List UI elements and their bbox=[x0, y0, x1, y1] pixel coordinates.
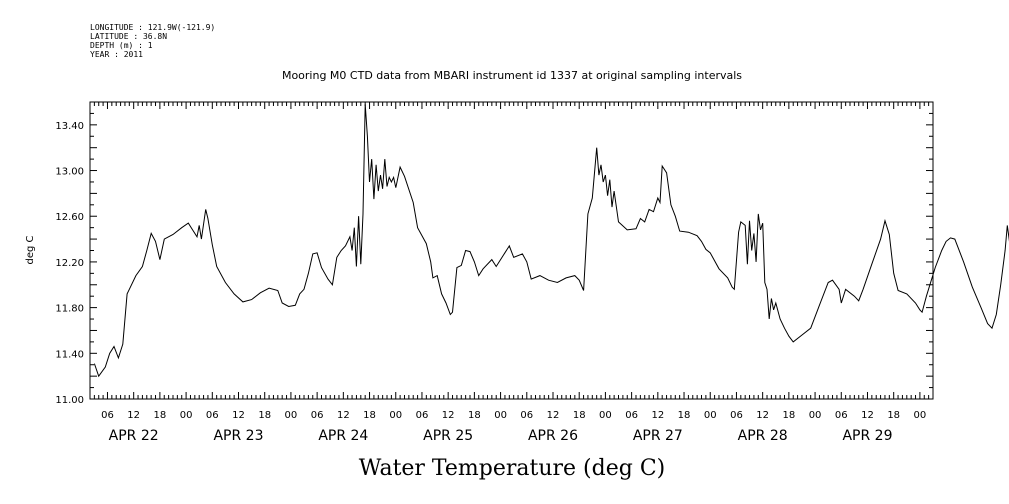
hour-tick-label: 06 bbox=[730, 410, 743, 421]
x-axis-label: Water Temperature (deg C) bbox=[359, 456, 666, 481]
hour-tick-label: 06 bbox=[625, 410, 638, 421]
temperature-line bbox=[93, 104, 1009, 378]
date-label: APR 28 bbox=[738, 428, 788, 444]
longitude-label: LONGITUDE : 121.9W(-121.9) bbox=[90, 23, 215, 32]
y-tick-label: 11.80 bbox=[55, 304, 84, 315]
hour-tick-label: 12 bbox=[442, 410, 455, 421]
hour-tick-label: 00 bbox=[285, 410, 298, 421]
hour-tick-label: 06 bbox=[101, 410, 114, 421]
hour-tick-label: 00 bbox=[914, 410, 927, 421]
date-label: APR 23 bbox=[213, 428, 263, 444]
hour-tick-label: 12 bbox=[861, 410, 874, 421]
hour-tick-label: 06 bbox=[520, 410, 533, 421]
hour-tick-label: 00 bbox=[704, 410, 717, 421]
y-axis-label: deg C bbox=[25, 235, 36, 264]
hour-tick-label: 18 bbox=[573, 410, 586, 421]
hour-tick-label: 00 bbox=[180, 410, 193, 421]
hour-tick-label: 00 bbox=[389, 410, 402, 421]
hour-tick-label: 12 bbox=[127, 410, 140, 421]
date-label: APR 27 bbox=[633, 428, 683, 444]
y-tick-label: 13.00 bbox=[55, 167, 84, 178]
date-label: APR 22 bbox=[109, 428, 159, 444]
date-label: APR 26 bbox=[528, 428, 578, 444]
hour-tick-label: 18 bbox=[468, 410, 481, 421]
y-tick-label: 11.40 bbox=[55, 349, 84, 360]
hour-tick-label: 12 bbox=[337, 410, 350, 421]
y-tick-label: 11.00 bbox=[55, 395, 84, 406]
hour-tick-label: 18 bbox=[363, 410, 376, 421]
chart-title: Mooring M0 CTD data from MBARI instrumen… bbox=[282, 69, 742, 82]
date-label: APR 25 bbox=[423, 428, 473, 444]
axis-ticks bbox=[89, 101, 934, 400]
date-labels: APR 22 APR 23 APR 24 APR 25 APR 26 APR 27 APR … bbox=[109, 428, 893, 444]
hour-tick-label: 12 bbox=[651, 410, 664, 421]
x-tick-labels: 06 12 18 00 06 12 18 00 06 12 18 00 06 12 18 00 06 12 18 00… bbox=[101, 410, 926, 421]
year-label: YEAR : 2011 bbox=[90, 50, 143, 59]
hour-tick-label: 18 bbox=[258, 410, 271, 421]
hour-tick-label: 00 bbox=[599, 410, 612, 421]
hour-tick-label: 00 bbox=[494, 410, 507, 421]
depth-label: DEPTH (m) : 1 bbox=[90, 41, 153, 50]
hour-tick-label: 12 bbox=[756, 410, 769, 421]
hour-tick-label: 18 bbox=[678, 410, 691, 421]
hour-tick-label: 06 bbox=[416, 410, 429, 421]
hour-tick-label: 18 bbox=[782, 410, 795, 421]
y-tick-labels: 11.00 11.40 11.80 12.20 12.60 13.00 13.40 bbox=[55, 121, 84, 406]
y-tick-label: 12.60 bbox=[55, 212, 84, 223]
date-label: APR 24 bbox=[318, 428, 368, 444]
y-tick-label: 12.20 bbox=[55, 258, 84, 269]
hour-tick-label: 06 bbox=[311, 410, 324, 421]
hour-tick-label: 18 bbox=[887, 410, 900, 421]
hour-tick-label: 00 bbox=[809, 410, 822, 421]
hour-tick-label: 12 bbox=[232, 410, 245, 421]
hour-tick-label: 12 bbox=[547, 410, 560, 421]
y-tick-label: 13.40 bbox=[55, 121, 84, 132]
latitude-label: LATITUDE : 36.8N bbox=[90, 32, 167, 41]
date-label: APR 29 bbox=[842, 428, 892, 444]
hour-tick-label: 18 bbox=[154, 410, 167, 421]
hour-tick-label: 06 bbox=[835, 410, 848, 421]
hour-tick-label: 06 bbox=[206, 410, 219, 421]
